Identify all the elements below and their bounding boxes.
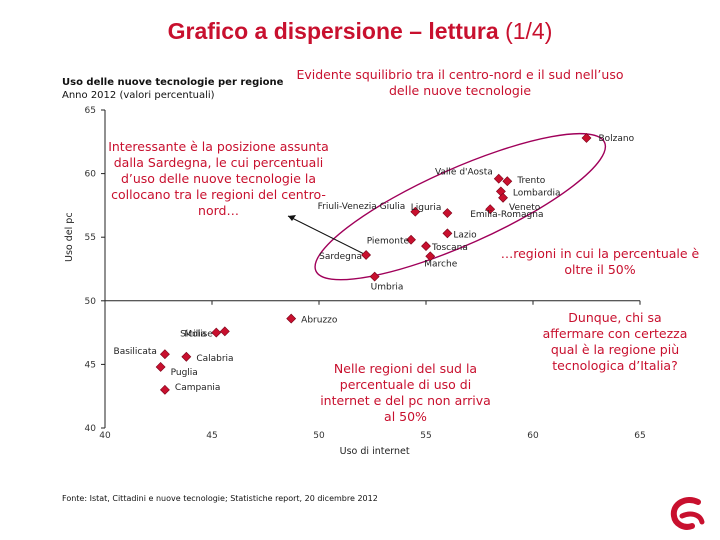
y-tick-label: 45: [85, 360, 96, 370]
point-label-trento: Trento: [516, 176, 545, 186]
point-liguria: [442, 208, 453, 218]
note-north-regions: …regioni in cui la percentuale è oltre i…: [500, 246, 700, 277]
chart-subtitle: Anno 2012 (valori percentuali): [62, 90, 215, 101]
highlight-ellipse: [314, 132, 607, 281]
x-tick-label: 40: [99, 431, 111, 441]
callout-arrow: [287, 215, 367, 256]
x-tick-label: 45: [206, 431, 217, 441]
x-tick-label: 50: [313, 431, 325, 441]
point-label-abruzzo: Abruzzo: [301, 316, 338, 326]
point-puglia: [155, 362, 166, 372]
point-lazio: [442, 228, 453, 239]
slide-title-text: Grafico a dispersione – lettura: [167, 18, 499, 44]
point-label-piemonte: Piemonte: [367, 237, 410, 247]
point-label-lombardia: Lombardia: [513, 188, 561, 198]
note-south-regions: Nelle regioni del sud la percentuale di …: [320, 361, 491, 424]
headline: Evidente squilibrio tra il centro-nord e…: [296, 67, 624, 98]
point-bolzano: [581, 133, 592, 143]
x-axis-label: Uso di internet: [340, 446, 410, 457]
logo-icon: [670, 496, 705, 530]
y-tick-label: 55: [85, 233, 96, 243]
point-label-calabria: Calabria: [196, 354, 233, 364]
note-sardegna: Interessante è la posizione assunta dall…: [108, 139, 329, 218]
point-label-toscana: Toscana: [431, 243, 468, 253]
point-trento: [502, 176, 513, 187]
point-emilia-romagna: [485, 204, 496, 215]
point-molise: [219, 326, 230, 337]
point-calabria: [181, 351, 192, 362]
point-veneto: [498, 192, 508, 203]
point-label-sicilia: Sicilia: [180, 330, 206, 340]
point-label-bolzano: Bolzano: [599, 134, 635, 144]
chart-title: Uso delle nuove tecnologie per regione: [62, 77, 284, 88]
point-label-umbria: Umbria: [371, 283, 404, 293]
y-tick-label: 40: [85, 424, 97, 434]
point-friuli-venezia-giulia: [410, 206, 421, 217]
x-tick-label: 65: [634, 431, 645, 441]
point-toscana: [421, 241, 431, 252]
point-label-sardegna: Sardegna: [319, 252, 362, 262]
point-label-lazio: Lazio: [453, 230, 477, 240]
point-label-liguria: Liguria: [411, 203, 442, 213]
point-label-friuli-venezia-giulia: Friuli-Venezia Giulia: [318, 202, 406, 212]
point-label-campania: Campania: [175, 383, 221, 393]
y-tick-label: 60: [85, 170, 97, 180]
point-label-puglia: Puglia: [171, 368, 198, 378]
x-tick-label: 60: [527, 431, 539, 441]
slide-title: Grafico a dispersione – lettura (1/4): [0, 18, 720, 45]
point-sicilia: [211, 327, 222, 338]
source-note: Fonte: Istat, Cittadini e nuove tecnolog…: [62, 494, 378, 503]
point-label-veneto: Veneto: [509, 203, 541, 213]
point-basilicata: [159, 349, 170, 360]
callout-arrowhead: [288, 215, 296, 221]
point-piemonte: [406, 234, 416, 245]
point-sardegna: [361, 250, 372, 260]
y-tick-label: 50: [85, 297, 97, 307]
point-valle-d-aosta: [493, 173, 504, 184]
note-question: Dunque, chi sa affermare con certezza qu…: [542, 310, 688, 373]
point-label-basilicata: Basilicata: [114, 347, 157, 357]
y-axis-label: Uso del pc: [64, 212, 75, 262]
point-label-valle-d-aosta: Valle d'Aosta: [435, 168, 493, 178]
point-umbria: [369, 271, 380, 282]
point-abruzzo: [286, 313, 297, 324]
x-tick-label: 55: [420, 431, 431, 441]
slide-page-number: (1/4): [505, 18, 553, 44]
point-marche: [425, 251, 436, 262]
point-label-emilia-romagna: Emilia-Romagna: [470, 210, 543, 220]
y-tick-label: 65: [85, 106, 96, 116]
point-label-marche: Marche: [424, 259, 457, 269]
point-label-molise: Molise: [184, 329, 213, 339]
point-campania: [159, 384, 170, 395]
